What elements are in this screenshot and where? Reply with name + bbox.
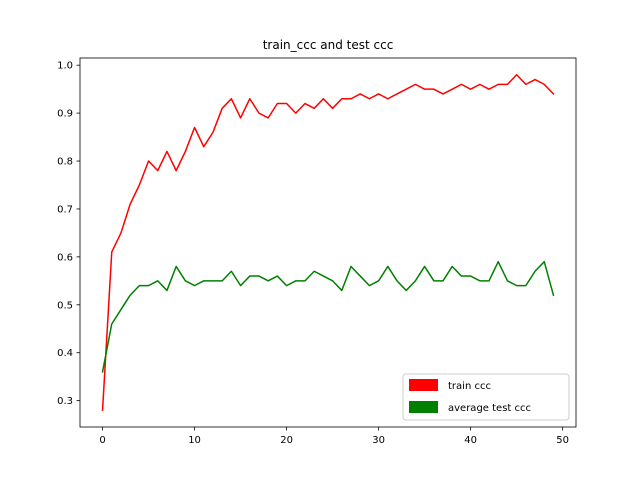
legend-swatch-average-test-ccc	[409, 401, 438, 413]
y-tick-label: 0.9	[57, 109, 73, 120]
series-line-average-test-ccc	[101, 260, 555, 373]
y-tick-label: 1.0	[57, 61, 73, 72]
x-tick-label: 30	[372, 435, 385, 446]
chart-title: train_ccc and test ccc	[263, 38, 394, 52]
y-tick-label: 0.7	[57, 204, 73, 215]
y-tick-label: 0.4	[57, 348, 73, 359]
y-tick-label: 0.8	[57, 157, 73, 168]
legend-label-average-test-ccc: average test ccc	[448, 403, 531, 414]
plot-area: 0 10 20 30 40 50 0.3 0.4 0.5 0.6 0.7 0.8 0.9 1.0	[57, 57, 577, 446]
legend-frame	[402, 373, 570, 421]
legend-swatch-train-ccc	[409, 379, 438, 391]
axes-frame	[79, 57, 577, 428]
legend-label-train-ccc: train ccc	[448, 381, 491, 392]
x-tick-label: 50	[556, 435, 569, 446]
y-tick-label: 0.5	[57, 300, 73, 311]
y-tick-label: 0.3	[57, 396, 73, 407]
x-tick-label: 10	[188, 435, 201, 446]
series-line-train-ccc	[101, 74, 555, 412]
x-tick-label: 20	[280, 435, 293, 446]
x-tick-label: 0	[99, 435, 105, 446]
x-tick-label: 40	[464, 435, 477, 446]
legend: train ccc average test ccc	[402, 373, 570, 421]
y-tick-label: 0.6	[57, 252, 73, 263]
